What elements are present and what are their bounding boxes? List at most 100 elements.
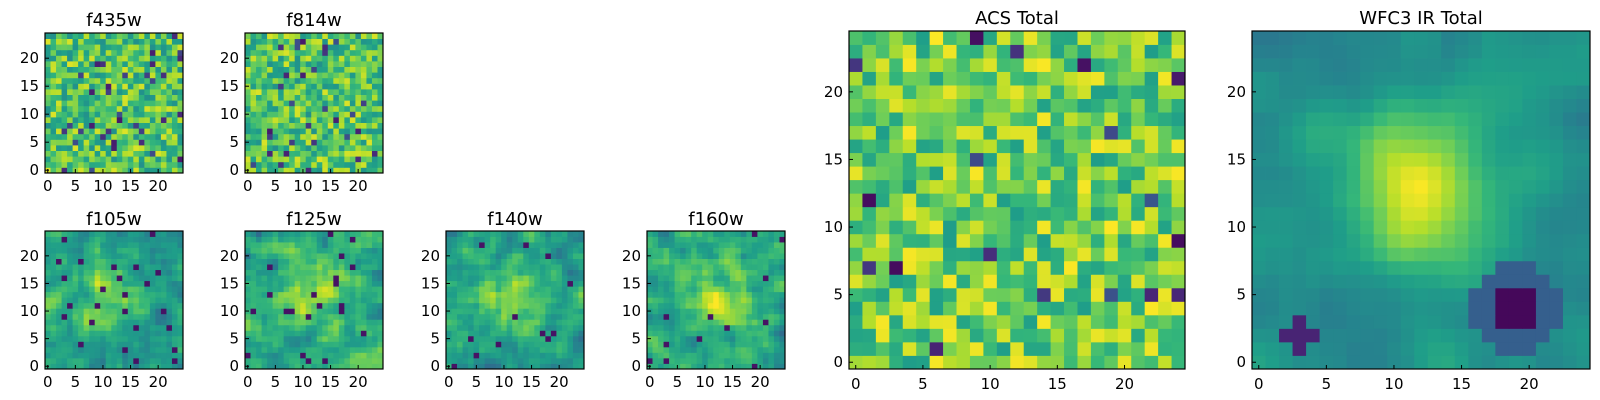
heatmap-cell — [138, 302, 145, 309]
heatmap-cell — [94, 111, 101, 118]
heatmap-cell — [133, 324, 140, 331]
heatmap-cell — [1535, 355, 1550, 370]
heatmap-cell — [849, 125, 863, 140]
heatmap-cell — [473, 286, 480, 293]
heatmap-cell — [1252, 355, 1266, 370]
heatmap-cell — [289, 61, 296, 67]
heatmap-cell — [83, 319, 90, 326]
heatmap-cell — [360, 156, 367, 163]
heatmap-cell — [267, 150, 273, 157]
heatmap-cell — [567, 275, 574, 282]
heatmap-cell — [300, 105, 307, 112]
heatmap-cell — [78, 357, 85, 364]
heatmap-cell — [105, 61, 112, 67]
heatmap-cell — [718, 286, 725, 293]
heatmap-cell — [457, 335, 463, 342]
heatmap-cell — [779, 275, 786, 282]
y-tick-label-f814w: 0 — [229, 161, 239, 179]
heatmap-cell — [929, 274, 944, 289]
heatmap-cell — [377, 269, 384, 276]
heatmap-cell — [956, 341, 971, 356]
heatmap-cell — [355, 335, 362, 342]
heatmap-cell — [702, 357, 709, 364]
heatmap-cell — [1131, 112, 1146, 127]
heatmap-cell — [451, 297, 458, 304]
heatmap-cell — [267, 352, 273, 359]
heatmap-cell — [45, 133, 51, 140]
y-tick-label-f140w: 5 — [430, 330, 440, 348]
heatmap-cell — [685, 313, 692, 320]
heatmap-cell — [740, 357, 747, 364]
heatmap-cell — [316, 111, 323, 118]
heatmap-cell — [902, 85, 917, 99]
heatmap-cell — [702, 330, 709, 337]
heatmap-cell — [1373, 274, 1388, 289]
heatmap-cell — [333, 55, 340, 62]
heatmap-cell — [349, 167, 356, 174]
heatmap-cell — [1117, 71, 1132, 86]
heatmap-cell — [144, 236, 151, 243]
heatmap-cell — [1346, 166, 1361, 181]
heatmap-cell — [111, 139, 118, 146]
heatmap-cell — [1373, 233, 1388, 248]
heatmap-cell — [696, 286, 703, 293]
heatmap-cell — [669, 242, 675, 248]
heatmap-cell — [773, 330, 780, 337]
heatmap-cell — [377, 66, 384, 73]
heatmap-cell — [691, 258, 698, 265]
heatmap-cell — [360, 94, 367, 101]
heatmap-cell — [1010, 44, 1025, 59]
heatmap-cell — [294, 297, 301, 304]
heatmap-cell — [355, 122, 362, 129]
heatmap-cell — [272, 308, 279, 315]
heatmap-cell — [490, 363, 497, 370]
heatmap-cell — [45, 247, 51, 254]
heatmap-cell — [78, 264, 85, 271]
heatmap-cell — [534, 297, 541, 304]
heatmap-cell — [177, 352, 184, 359]
heatmap-cell — [1306, 260, 1320, 275]
heatmap-cell — [355, 33, 362, 39]
heatmap-cell — [696, 363, 703, 370]
heatmap-cell — [177, 139, 184, 146]
heatmap-cell — [45, 49, 51, 56]
heatmap-cell — [61, 286, 68, 293]
heatmap-cell — [360, 297, 367, 304]
heatmap-cell — [166, 258, 173, 265]
heatmap-cell — [138, 269, 145, 276]
heatmap-cell — [83, 55, 90, 62]
heatmap-cell — [550, 280, 557, 287]
heatmap-cell — [956, 179, 971, 194]
heatmap-cell — [561, 363, 568, 370]
heatmap-cell — [45, 128, 51, 135]
heatmap-cell — [849, 233, 863, 248]
heatmap-cell — [1077, 71, 1092, 86]
heatmap-cell — [669, 308, 675, 315]
heatmap-cell — [1158, 233, 1172, 248]
heatmap-cell — [45, 117, 51, 123]
heatmap-cell — [171, 72, 178, 79]
heatmap-cell — [751, 242, 758, 248]
heatmap-cell — [1441, 314, 1456, 329]
heatmap-cell — [735, 291, 742, 298]
heatmap-cell — [1077, 206, 1092, 221]
heatmap-cell — [171, 122, 178, 129]
heatmap-cell — [256, 319, 262, 326]
heatmap-cell — [647, 297, 653, 304]
heatmap-cell — [567, 341, 574, 348]
heatmap-cell — [1171, 112, 1186, 127]
heatmap-cell — [294, 242, 301, 248]
heatmap-cell — [105, 89, 112, 95]
heatmap-cell — [1292, 193, 1307, 208]
heatmap-cell — [89, 89, 96, 95]
heatmap-cell — [283, 297, 290, 304]
heatmap-cell — [245, 264, 251, 271]
heatmap-cell — [1131, 355, 1146, 370]
heatmap-cell — [267, 357, 273, 364]
heatmap-cell — [506, 247, 513, 254]
heatmap-cell — [929, 44, 944, 59]
heatmap-cell — [556, 291, 563, 298]
heatmap-cell — [501, 253, 508, 259]
heatmap-cell — [724, 308, 731, 315]
heatmap-cell — [1373, 125, 1388, 140]
